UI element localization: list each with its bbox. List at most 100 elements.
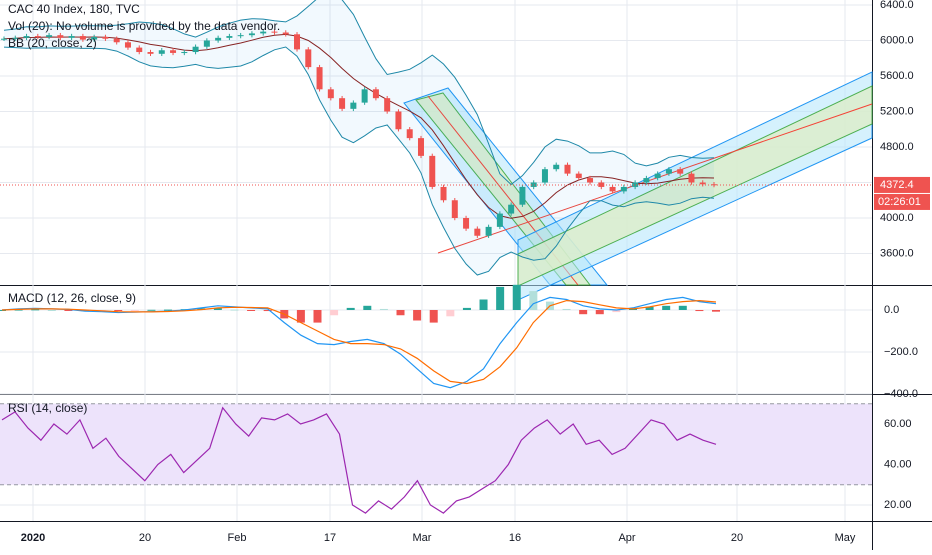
macd-histogram-bar	[379, 308, 388, 310]
candle	[327, 89, 334, 99]
rsi-tick-label: 20.00	[884, 499, 912, 511]
macd-line	[1, 296, 717, 389]
candle	[158, 50, 165, 54]
macd-histogram-bar	[363, 305, 372, 310]
macd-histogram-bar	[47, 310, 56, 311]
bollinger-upper	[3, 0, 715, 186]
candle	[181, 52, 188, 54]
candle	[530, 182, 537, 187]
candle	[271, 31, 278, 33]
macd-signal-line	[1, 299, 717, 385]
macd-histogram-bar	[612, 310, 621, 313]
candle	[519, 186, 526, 205]
up-channel-inner	[517, 85, 873, 287]
candle	[237, 35, 244, 37]
macd-histogram-bar	[330, 310, 339, 316]
countdown-badge	[874, 193, 930, 210]
price-tick-label: 6000.0	[880, 34, 914, 46]
macd-histogram-bar	[645, 306, 654, 310]
candle	[699, 182, 706, 185]
countdown-badge-label: 02:26:01	[878, 196, 921, 208]
macd-histogram-bar	[213, 307, 222, 310]
legend-bollinger[interactable]: BB (20, close, 2)	[8, 36, 97, 50]
time-tick-label: 16	[509, 532, 521, 544]
macd-histogram-bar	[579, 310, 588, 315]
candle	[23, 36, 30, 38]
macd-histogram-bar	[147, 309, 156, 311]
legend-symbol[interactable]: CAC 40 Index, 180, TVC	[8, 2, 140, 16]
macd-histogram-bar	[247, 310, 256, 311]
candle	[34, 36, 41, 38]
candle	[68, 36, 75, 38]
candle	[474, 228, 481, 236]
macd-histogram-bar	[496, 286, 505, 310]
price-badge	[874, 176, 930, 193]
candle	[215, 37, 222, 41]
candle	[91, 36, 98, 40]
macd-histogram-bar	[64, 310, 73, 311]
candle	[485, 226, 492, 236]
macd-histogram-bar	[413, 310, 422, 321]
candle	[406, 129, 413, 139]
macd-histogram-bar	[14, 309, 23, 311]
bollinger-lower	[3, 46, 715, 276]
macd-histogram-bar	[512, 284, 521, 310]
rsi-tick-label: 40.00	[884, 458, 912, 470]
candle	[248, 33, 255, 36]
macd-histogram-bar	[662, 305, 671, 310]
bollinger-basis	[3, 33, 715, 219]
rsi-band	[0, 403, 872, 485]
up-channel-median	[437, 103, 873, 254]
time-tick-label: 20	[139, 532, 151, 544]
macd-histogram-bar	[595, 310, 604, 315]
macd-histogram-bar	[712, 310, 720, 312]
price-axis[interactable]: 6400.0 6000.0 5600.0 5200.0 4800.0 4000.0 3600…	[874, 0, 930, 511]
macd-histogram-bar	[529, 291, 538, 310]
candle	[553, 164, 560, 170]
candle	[79, 36, 86, 40]
candle	[203, 40, 210, 47]
time-axis[interactable]: 2020 20 Feb 17 Mar 16 Apr 20 May	[21, 532, 856, 544]
candle	[654, 173, 661, 179]
candle	[575, 173, 582, 179]
price-tick-label: 3600.0	[880, 247, 914, 259]
macd-tick-label: 0.0	[884, 304, 899, 316]
candle	[587, 178, 594, 183]
candle	[147, 52, 154, 54]
time-tick-label: 17	[324, 532, 336, 544]
candle	[541, 169, 548, 183]
candle	[609, 186, 616, 192]
legend-macd[interactable]: MACD (12, 26, close, 9)	[8, 291, 137, 305]
macd-histogram-bar	[678, 305, 687, 310]
candle	[192, 46, 199, 53]
macd-histogram-bar	[114, 310, 123, 311]
candle	[226, 36, 233, 38]
candle	[665, 169, 672, 174]
candle	[463, 218, 470, 229]
legend-volume[interactable]: Vol (20): No volume is provided by the d…	[8, 19, 281, 33]
macd-histogram-bar	[446, 310, 455, 317]
time-tick-label: Apr	[618, 532, 635, 544]
macd-histogram-bar	[396, 310, 405, 316]
candle	[339, 98, 346, 109]
price-badge-label: 4372.4	[880, 179, 914, 191]
series	[0, 0, 872, 514]
candle	[598, 182, 605, 187]
candle	[620, 186, 627, 192]
macd-histogram-bar	[346, 307, 355, 310]
macd-histogram-bar	[429, 310, 438, 323]
candle	[384, 98, 391, 112]
candle	[282, 32, 289, 35]
candle	[632, 182, 639, 187]
macd-histogram-bar	[263, 310, 272, 312]
legend-rsi[interactable]: RSI (14, close)	[8, 401, 88, 415]
candle	[361, 89, 368, 103]
candle	[113, 38, 120, 43]
candle	[305, 49, 312, 68]
time-tick-label: 2020	[21, 532, 45, 544]
candle	[451, 200, 458, 218]
macd-histogram-bar	[31, 309, 40, 311]
price-tick-label: 5200.0	[880, 105, 914, 117]
